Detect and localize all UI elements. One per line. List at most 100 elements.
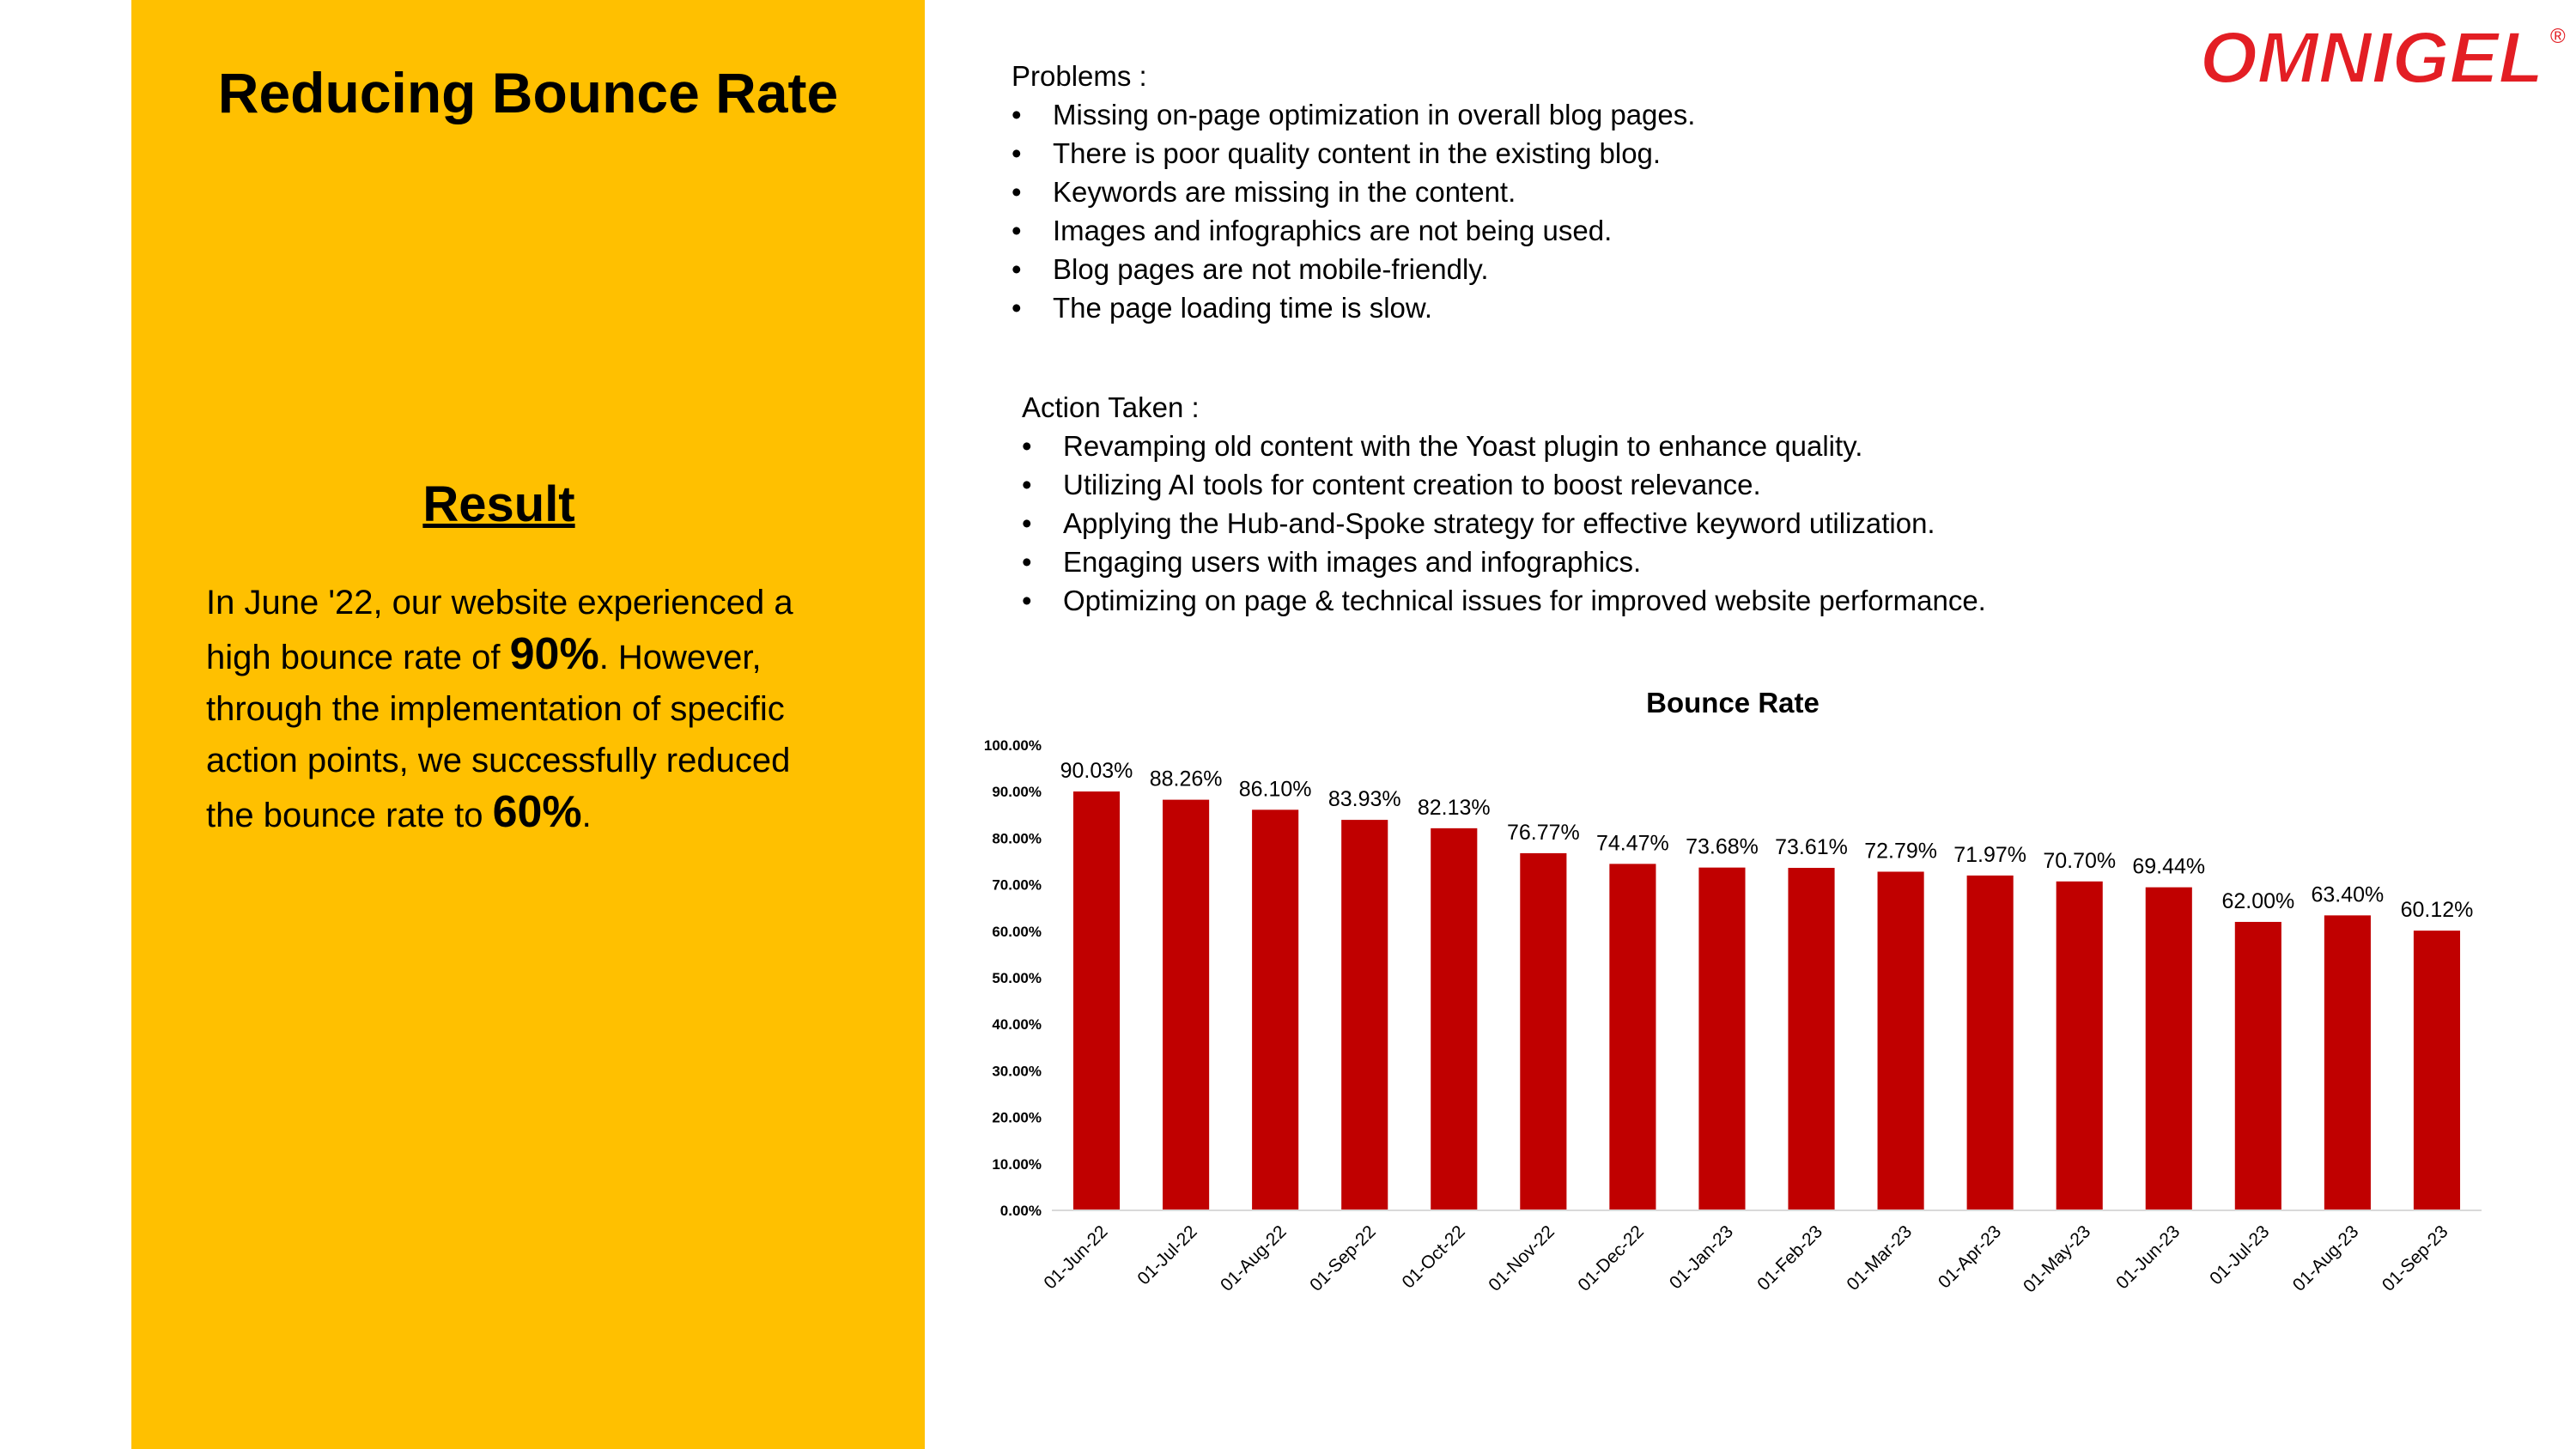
bullet: • xyxy=(1012,253,1022,285)
data-label: 73.68% xyxy=(1686,835,1759,859)
bullet: • xyxy=(1012,292,1022,324)
actions-section: Action Taken : • Revamping old content wi… xyxy=(1022,388,1986,620)
bullet: • xyxy=(1012,137,1022,169)
problems-heading: Problems : xyxy=(1012,60,1147,92)
data-label: 73.61% xyxy=(1775,835,1848,859)
result-paragraph: In June '22, our website experienced a h… xyxy=(206,577,876,841)
result-text-line: In June '22, our website experienced a xyxy=(206,584,793,621)
x-tick-label: 01-Jul-22 xyxy=(1133,1222,1200,1288)
chart-title: Bounce Rate xyxy=(1646,687,1820,718)
bar xyxy=(1163,799,1210,1210)
data-label: 86.10% xyxy=(1239,777,1312,801)
data-label: 88.26% xyxy=(1150,767,1223,791)
bar xyxy=(2056,881,2103,1210)
y-tick-label: 90.00% xyxy=(992,784,1042,800)
bullet: • xyxy=(1022,469,1032,500)
x-tick-label: 01-Jul-23 xyxy=(2206,1222,2273,1288)
bar xyxy=(1520,852,1567,1210)
left-panel xyxy=(131,0,925,1449)
y-tick-label: 50.00% xyxy=(992,970,1042,986)
result-text-line: the bounce rate to xyxy=(206,797,483,834)
result-text-line: high bounce rate of xyxy=(206,639,501,676)
bar xyxy=(2145,887,2192,1210)
list-item: • Utilizing AI tools for content creation… xyxy=(1022,465,1986,504)
result-text-line: action points, we successfully reduced xyxy=(206,742,791,779)
logo-text: OMNIGEL xyxy=(2200,17,2543,94)
bar xyxy=(2413,931,2461,1210)
data-label: 60.12% xyxy=(2401,898,2474,922)
data-label: 62.00% xyxy=(2221,889,2294,913)
result-text-line: . xyxy=(581,797,592,834)
x-tick-label: 01-Aug-23 xyxy=(2289,1222,2363,1295)
bullet: • xyxy=(1022,585,1032,616)
x-tick-label: 01-Apr-23 xyxy=(1935,1222,2005,1292)
bullet: • xyxy=(1022,507,1032,539)
list-item: • There is poor quality content in the ex… xyxy=(1012,134,1695,173)
x-tick-label: 01-Oct-22 xyxy=(1399,1222,1469,1292)
bar xyxy=(1609,864,1656,1210)
bar xyxy=(1966,875,2014,1210)
x-tick-label: 01-Jun-22 xyxy=(1040,1222,1111,1293)
bar xyxy=(1788,868,1835,1210)
list-item: • Blog pages are not mobile-friendly. xyxy=(1012,250,1695,288)
data-label: 90.03% xyxy=(1060,759,1133,783)
bar xyxy=(1252,809,1299,1210)
problems-section: Problems : • Missing on-page optimization… xyxy=(1012,57,1695,327)
x-tick-label: 01-Nov-22 xyxy=(1485,1222,1558,1295)
x-tick-label: 01-May-23 xyxy=(2020,1222,2094,1296)
bullet: • xyxy=(1012,176,1022,208)
bullet: • xyxy=(1022,546,1032,578)
omnigel-logo: OMNIGEL ® xyxy=(2199,17,2566,94)
y-tick-label: 70.00% xyxy=(992,877,1042,894)
actions-heading: Action Taken : xyxy=(1022,391,1200,423)
bar xyxy=(1341,820,1388,1210)
data-label: 69.44% xyxy=(2132,855,2205,879)
registered-mark: ® xyxy=(2550,25,2566,48)
data-label: 83.93% xyxy=(1328,787,1401,811)
list-item: • Engaging users with images and infograp… xyxy=(1022,543,1986,581)
y-tick-label: 10.00% xyxy=(992,1156,1042,1173)
y-tick-label: 30.00% xyxy=(992,1063,1042,1079)
list-item: • Missing on-page optimization in overall… xyxy=(1012,95,1695,134)
x-tick-label: 01-Aug-22 xyxy=(1217,1222,1291,1295)
list-item: • The page loading time is slow. xyxy=(1012,288,1695,327)
data-label: 76.77% xyxy=(1507,821,1580,845)
bullet: • xyxy=(1022,430,1032,462)
x-tick-label: 01-Jun-23 xyxy=(2112,1222,2184,1293)
list-item: • Images and infographics are not being u… xyxy=(1012,211,1695,250)
x-tick-label: 01-Mar-23 xyxy=(1843,1222,1916,1294)
x-tick-label: 01-Jan-23 xyxy=(1666,1222,1737,1293)
data-label: 63.40% xyxy=(2312,882,2385,906)
list-item: • Revamping old content with the Yoast pl… xyxy=(1022,427,1986,465)
y-axis: 0.00% 10.00% 20.00% 30.00% 40.00% 50.00% 60.00… xyxy=(984,737,1042,1219)
data-label: 74.47% xyxy=(1596,831,1669,855)
bar xyxy=(2324,915,2371,1210)
problems-list: • Missing on-page optimization in overall… xyxy=(1012,95,1695,327)
x-tick-label: 01-Sep-23 xyxy=(2379,1222,2452,1295)
initial-bounce-value: 90% xyxy=(509,629,599,679)
bar xyxy=(2234,921,2281,1210)
x-axis: 01-Jun-22 01-Jul-22 01-Aug-22 01-Sep-22 01-O… xyxy=(1040,1210,2482,1297)
bounce-rate-chart: Bounce Rate 0.00% 10.00% 20.00% 30.00% 40.00… xyxy=(984,687,2482,1297)
y-tick-label: 40.00% xyxy=(992,1016,1042,1033)
bullet: • xyxy=(1012,99,1022,130)
y-tick-label: 80.00% xyxy=(992,830,1042,846)
bullet: • xyxy=(1012,215,1022,246)
list-item: • Keywords are missing in the content. xyxy=(1012,173,1695,211)
actions-list: • Revamping old content with the Yoast pl… xyxy=(1022,427,1986,620)
data-label: 72.79% xyxy=(1864,839,1937,863)
list-item: • Applying the Hub-and-Spoke strategy for… xyxy=(1022,504,1986,543)
bar xyxy=(1698,867,1746,1210)
final-bounce-value: 60% xyxy=(492,787,582,837)
bar xyxy=(1431,828,1478,1210)
y-tick-label: 0.00% xyxy=(1000,1203,1042,1219)
x-tick-label: 01-Feb-23 xyxy=(1753,1222,1826,1294)
data-label: 70.70% xyxy=(2043,849,2116,873)
data-label: 71.97% xyxy=(1953,843,2026,867)
y-tick-label: 20.00% xyxy=(992,1110,1042,1126)
data-label: 82.13% xyxy=(1418,796,1491,820)
y-tick-label: 100.00% xyxy=(984,737,1042,754)
bars: 90.03% 88.26% 86.10% 83.93% 82.13% 76.77% 74.4… xyxy=(1060,759,2474,1210)
result-heading: Result xyxy=(422,476,575,532)
bar xyxy=(1072,791,1121,1210)
